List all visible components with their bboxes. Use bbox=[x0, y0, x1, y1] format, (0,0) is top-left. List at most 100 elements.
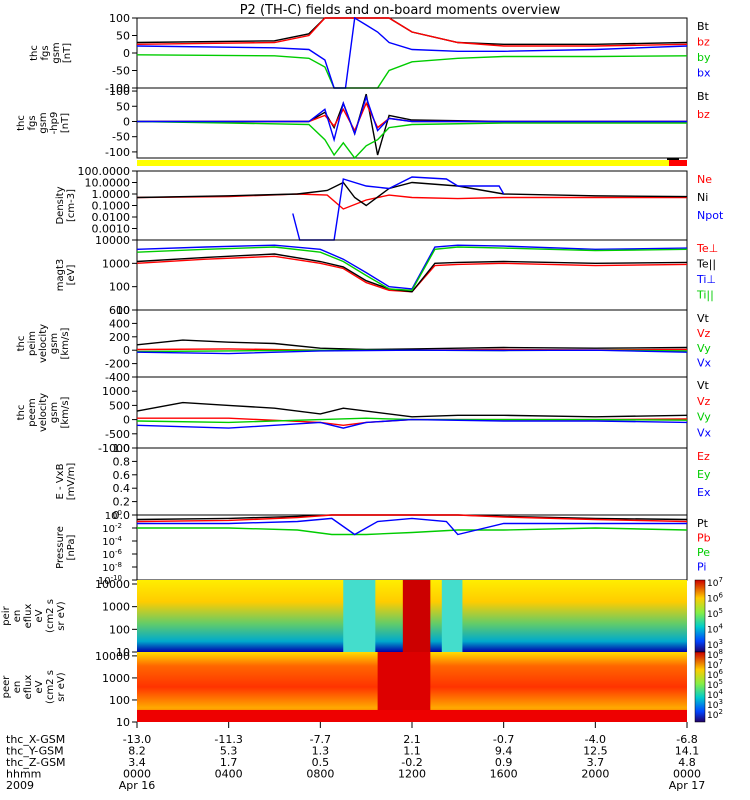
y-tick-label: 400 bbox=[109, 317, 130, 330]
ephemeris-value: 9.4 bbox=[495, 745, 513, 758]
ephemeris-value: -11.3 bbox=[214, 733, 242, 746]
y-axis-label: E - VxB[mV/m] bbox=[55, 463, 77, 501]
colorbar bbox=[694, 651, 706, 723]
series-line-vx bbox=[136, 349, 688, 355]
legend-entry: Vy bbox=[697, 411, 711, 424]
spectrogram-band bbox=[402, 580, 431, 652]
panel-2: 100 50 0 -50 -100 thcfgsgsm-hp9[nT] Bt bz bbox=[16, 85, 710, 160]
ephemeris-value: -6.8 bbox=[676, 733, 697, 746]
colorbar-tick-label: 108 bbox=[707, 648, 723, 661]
legend-entry: Ex bbox=[697, 486, 711, 499]
y-tick-label: 0.6 bbox=[113, 469, 131, 482]
y-tick-label: 10-6 bbox=[102, 548, 122, 561]
ephemeris-value: 1.7 bbox=[220, 756, 238, 769]
spectrogram-band bbox=[137, 710, 687, 722]
legend-entry: Bt bbox=[697, 90, 710, 103]
ephemeris-row-label: thc_Y-GSM bbox=[6, 745, 64, 758]
series-line-te bbox=[136, 255, 688, 293]
y-tick-label: 200 bbox=[109, 331, 130, 344]
y-tick-label: 1.0 bbox=[113, 442, 131, 455]
y-axis-label: thcpeirenefluxeV(cm2 ssr eV) bbox=[0, 599, 67, 633]
y-tick-label: 10-4 bbox=[102, 535, 122, 548]
y-tick-label: 1000 bbox=[102, 257, 130, 270]
colorbar-tick-label: 103 bbox=[707, 638, 723, 651]
ephemeris-value: 0.9 bbox=[495, 756, 513, 769]
mode-bar-red bbox=[669, 160, 687, 166]
legend-entry: Pe bbox=[697, 546, 710, 559]
y-axis-label: thcfgsgsm[nT] bbox=[29, 42, 73, 63]
series-line-pi bbox=[137, 517, 687, 536]
panels-group: 100500-50-100thcfgsgsm[nT]Btbzbybx100500… bbox=[0, 12, 724, 729]
series-line-bx bbox=[137, 94, 687, 143]
panel-4: 10000 1000 100 10 magt3[eV] Te⊥ Te|| Ti⊥ Ti|| bbox=[55, 234, 718, 317]
panel-1: 100 50 0 -50 -100 thcfgsgsm[nT] Bt bz by bx bbox=[29, 12, 711, 95]
ephemeris-row-label: 2009 bbox=[6, 779, 34, 792]
y-tick-label: 1000 bbox=[102, 672, 130, 685]
y-tick-label: 0.0100 bbox=[92, 211, 131, 224]
ephemeris-value: Apr 16 bbox=[119, 779, 156, 792]
y-axis-label: Density[cm-3] bbox=[55, 186, 77, 224]
panel-7: 1.00.80.60.40.20.0 E - VxB[mV/m] Ez Ey Ex bbox=[55, 442, 711, 522]
legend-entry: Vz bbox=[697, 395, 711, 408]
legend-entry: Pi bbox=[697, 560, 706, 573]
legend-entry: Bt bbox=[697, 20, 710, 33]
series-line-pe bbox=[137, 527, 688, 536]
plot-frame bbox=[136, 514, 688, 581]
series-line-vx bbox=[136, 418, 688, 429]
mode-bar-marker bbox=[667, 158, 679, 160]
legend-entry: Vx bbox=[697, 426, 712, 439]
legend-entry: Ez bbox=[697, 450, 710, 463]
series-line-bt bbox=[136, 17, 688, 45]
y-tick-label: 1.0000 bbox=[92, 188, 131, 201]
y-tick-label: 0.0 bbox=[113, 509, 131, 522]
legend-entry: Pt bbox=[697, 517, 709, 530]
ephemeris-value: 0800 bbox=[306, 768, 334, 781]
y-tick-label: 10-2 bbox=[102, 522, 122, 535]
legend-entry: Pb bbox=[697, 531, 711, 544]
series-line-vy bbox=[136, 417, 688, 424]
legend-entry: Vy bbox=[697, 342, 711, 355]
y-axis-label: thcpeerenefluxeV(cm2 ssr eV) bbox=[0, 670, 67, 704]
series-line-pb bbox=[136, 514, 688, 523]
y-tick-label: 0.8 bbox=[113, 455, 131, 468]
panel-9: 107 106 105 104 103 10000 1000 100 10 thcpeirenef… bbox=[0, 576, 723, 659]
series-line-bz bbox=[136, 17, 688, 47]
y-tick-label: 10-8 bbox=[102, 561, 122, 574]
y-tick-label: 10 bbox=[116, 646, 130, 659]
legend-entry: Vt bbox=[697, 312, 710, 325]
legend-entry: Ne bbox=[697, 173, 712, 186]
ephemeris-value: -7.7 bbox=[310, 733, 331, 746]
y-tick-label: 0.4 bbox=[113, 482, 131, 495]
y-tick-label: -400 bbox=[105, 371, 130, 384]
y-tick-label: 1000 bbox=[102, 385, 130, 398]
colorbar-tick-label: 102 bbox=[707, 708, 723, 721]
legend-entry: Te|| bbox=[696, 258, 716, 271]
legend-entry: Ey bbox=[697, 468, 711, 481]
y-tick-label: 0 bbox=[123, 47, 130, 60]
y-axis-label: Pressure[nPa] bbox=[55, 526, 77, 569]
plot-frame bbox=[136, 17, 688, 89]
y-tick-label: 0 bbox=[123, 115, 130, 128]
y-tick-label: -100 bbox=[105, 146, 130, 159]
ephemeris-value: 1.3 bbox=[312, 745, 330, 758]
ephemeris-value: 12.5 bbox=[583, 745, 608, 758]
y-tick-label: 100 bbox=[109, 694, 130, 707]
ephemeris-value: 1600 bbox=[490, 768, 518, 781]
ephemeris-value: -0.2 bbox=[401, 756, 422, 769]
y-tick-label: -200 bbox=[105, 358, 130, 371]
y-tick-label: -500 bbox=[105, 428, 130, 441]
panel-8: 10010-210-410-610-810-10Pressure[nPa]PtP… bbox=[55, 509, 711, 587]
ephemeris-value: 14.1 bbox=[675, 745, 700, 758]
y-tick-label: -50 bbox=[112, 65, 130, 78]
y-tick-label: 10.0000 bbox=[85, 177, 131, 190]
spectrogram-band bbox=[441, 580, 463, 652]
legend-entry: bx bbox=[697, 67, 711, 80]
plot-frame bbox=[136, 376, 688, 449]
colorbar-tick-label: 104 bbox=[707, 623, 723, 636]
y-tick-label: -1000 bbox=[98, 442, 130, 455]
ephemeris-row-label: thc_Z-GSM bbox=[6, 756, 66, 769]
ephemeris-row-label: hhmm bbox=[6, 768, 41, 781]
ephemeris-value: 0000 bbox=[673, 768, 701, 781]
